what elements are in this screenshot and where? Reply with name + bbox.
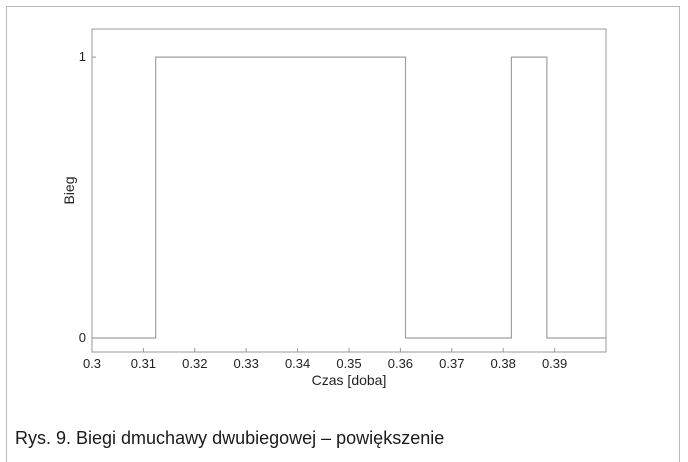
y-tick-label: 1 — [79, 49, 86, 64]
x-tick-label: 0.32 — [182, 356, 207, 371]
x-tick-label: 0.3 — [83, 356, 101, 371]
x-tick-label: 0.37 — [439, 356, 464, 371]
frame-edge-right — [679, 451, 682, 462]
x-tick-label: 0.31 — [131, 356, 156, 371]
x-tick-label: 0.36 — [388, 356, 413, 371]
x-tick-label: 0.33 — [234, 356, 259, 371]
x-axis-label: Czas [doba] — [312, 372, 387, 388]
x-tick-label: 0.38 — [491, 356, 516, 371]
x-tick-label: 0.39 — [542, 356, 567, 371]
x-axis: 0.3 0.31 0.32 0.33 0.34 0.35 0.36 0.37 0.38 0.39 — [83, 348, 567, 371]
y-axis: 01 — [79, 49, 96, 345]
series-group — [92, 56, 606, 339]
y-tick-label: 0 — [79, 330, 86, 345]
series-line — [92, 56, 606, 339]
figure-caption: Rys. 9. Biegi dmuchawy dwubiegowej – pow… — [15, 428, 445, 448]
figure-frame — [6, 6, 680, 452]
x-tick-label: 0.35 — [336, 356, 361, 371]
y-axis-label: Bieg — [61, 176, 77, 204]
frame-edge-left — [6, 451, 9, 462]
x-tick-label: 0.34 — [285, 356, 310, 371]
plot-area — [91, 28, 607, 353]
